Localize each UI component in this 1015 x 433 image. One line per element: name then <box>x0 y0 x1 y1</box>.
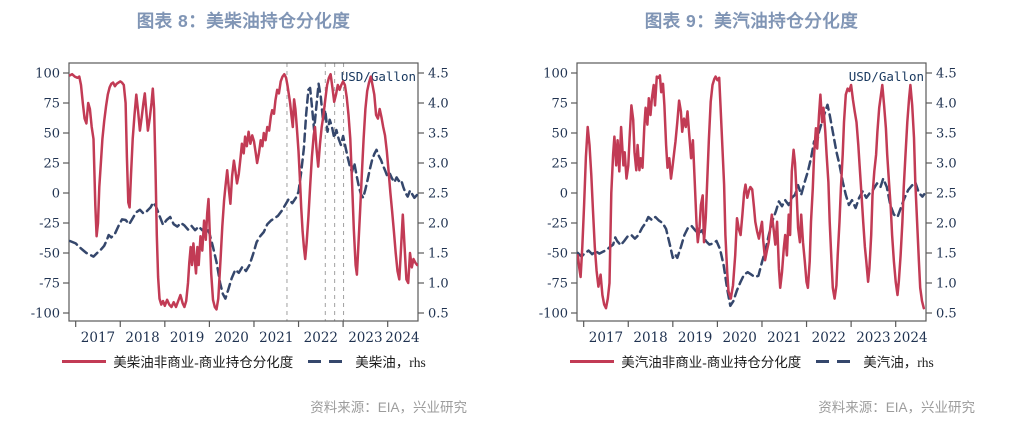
svg-text:2024: 2024 <box>385 330 419 346</box>
svg-text:1.0: 1.0 <box>428 277 449 292</box>
svg-text:2019: 2019 <box>678 330 712 346</box>
svg-text:0.5: 0.5 <box>428 307 449 322</box>
svg-text:2018: 2018 <box>633 330 667 346</box>
svg-text:-75: -75 <box>547 277 568 292</box>
chart-title-diesel: 图表 8：美柴油持仓分化度 <box>136 11 351 31</box>
svg-text:1.5: 1.5 <box>428 247 449 262</box>
svg-text:3.5: 3.5 <box>936 127 957 142</box>
svg-text:2020: 2020 <box>215 330 249 346</box>
svg-text:2024: 2024 <box>893 330 927 346</box>
svg-text:2.0: 2.0 <box>936 217 957 232</box>
svg-text:-100: -100 <box>31 307 60 322</box>
svg-text:2022: 2022 <box>812 330 846 346</box>
legend-diesel: 美柴油非商业-商业持仓分化度 美柴油，rhs <box>0 351 487 371</box>
svg-text:2017: 2017 <box>81 330 115 346</box>
svg-text:2017: 2017 <box>589 330 623 346</box>
svg-text:4.0: 4.0 <box>428 97 449 112</box>
svg-text:50: 50 <box>551 127 568 142</box>
right-axis-unit-label: USD/Gallon <box>341 69 416 84</box>
svg-text:4.5: 4.5 <box>428 67 449 82</box>
svg-text:75: 75 <box>551 97 568 112</box>
source-note-gasoline: 资料来源：EIA，兴业研究 <box>818 400 975 415</box>
series-line-left <box>69 72 418 311</box>
svg-text:50: 50 <box>43 127 60 142</box>
svg-text:25: 25 <box>43 157 60 172</box>
svg-text:3.0: 3.0 <box>936 157 957 172</box>
chart-panel-gasoline: 图表 9：美汽油持仓分化度 100 75 50 25 0 -25 -50 -75 -100 4.5… <box>508 0 1015 433</box>
svg-text:3.0: 3.0 <box>428 157 449 172</box>
svg-text:4.0: 4.0 <box>936 97 957 112</box>
svg-text:0.5: 0.5 <box>936 307 957 322</box>
diesel-chart-plot: 100 75 50 25 0 -25 -50 -75 -100 4.5 4.0 3.5 3.0 2.5 2.… <box>31 62 449 346</box>
svg-text:-25: -25 <box>39 217 60 232</box>
plot-frame <box>68 62 419 322</box>
legend-label-diesel-price: 美柴油，rhs <box>355 355 426 370</box>
x-axis-ticks: 2017 2018 2019 2020 2021 2022 2023 2024 <box>583 321 928 346</box>
svg-text:2023: 2023 <box>348 330 382 346</box>
legend-label-diesel-spread: 美柴油非商业-商业持仓分化度 <box>113 355 294 370</box>
svg-text:2.5: 2.5 <box>428 187 449 202</box>
right-axis-ticks: 4.5 4.0 3.5 3.0 2.5 2.0 1.5 1.0 0.5 <box>418 67 449 322</box>
chart-title-gasoline: 图表 9：美汽油持仓分化度 <box>644 11 859 31</box>
gasoline-spread-legend-line-icon <box>569 358 615 365</box>
svg-text:3.5: 3.5 <box>428 127 449 142</box>
svg-text:2021: 2021 <box>259 330 293 346</box>
x-axis-ticks: 2017 2018 2019 2020 2021 2022 2023 2024 <box>75 321 420 346</box>
svg-text:2019: 2019 <box>170 330 204 346</box>
svg-text:0: 0 <box>560 187 568 202</box>
svg-text:-25: -25 <box>547 217 568 232</box>
svg-text:2.5: 2.5 <box>936 187 957 202</box>
legend-label-gasoline-spread: 美汽油非商业-商业持仓分化度 <box>621 355 802 370</box>
svg-text:0: 0 <box>52 187 60 202</box>
gasoline-price-legend-dashed-line-icon <box>815 358 857 365</box>
right-axis-unit-label: USD/Gallon <box>849 69 924 84</box>
svg-text:2021: 2021 <box>767 330 801 346</box>
right-axis-ticks: 4.5 4.0 3.5 3.0 2.5 2.0 1.5 1.0 0.5 <box>926 67 957 322</box>
svg-text:2.0: 2.0 <box>428 217 449 232</box>
svg-text:25: 25 <box>551 157 568 172</box>
svg-text:2023: 2023 <box>856 330 890 346</box>
svg-text:2022: 2022 <box>304 330 338 346</box>
svg-text:100: 100 <box>35 67 60 82</box>
svg-text:4.5: 4.5 <box>936 67 957 82</box>
diesel-spread-legend-line-icon <box>61 358 107 365</box>
svg-text:75: 75 <box>43 97 60 112</box>
legend-gasoline: 美汽油非商业-商业持仓分化度 美汽油，rhs <box>508 351 995 371</box>
svg-text:1.0: 1.0 <box>936 277 957 292</box>
left-axis-ticks: 100 75 50 25 0 -25 -50 -75 -100 <box>31 67 69 322</box>
diesel-price-legend-dashed-line-icon <box>307 358 349 365</box>
series-line-right <box>69 82 418 300</box>
series-line-left <box>577 74 926 310</box>
svg-text:100: 100 <box>543 67 568 82</box>
svg-text:-50: -50 <box>547 247 568 262</box>
svg-text:-75: -75 <box>39 277 60 292</box>
svg-text:2018: 2018 <box>125 330 159 346</box>
plot-frame <box>576 62 927 322</box>
svg-text:1.5: 1.5 <box>936 247 957 262</box>
svg-text:-50: -50 <box>39 247 60 262</box>
series-line-right <box>577 103 926 308</box>
left-axis-ticks: 100 75 50 25 0 -25 -50 -75 -100 <box>539 67 577 322</box>
gasoline-chart-plot: 100 75 50 25 0 -25 -50 -75 -100 4.5 4.0 3.5 3.0 2.5 2.… <box>539 62 957 346</box>
svg-text:2020: 2020 <box>723 330 757 346</box>
legend-label-gasoline-price: 美汽油，rhs <box>863 355 934 370</box>
svg-text:-100: -100 <box>539 307 568 322</box>
chart-panel-diesel: 图表 8：美柴油持仓分化度 100 75 50 25 0 -25 -50 -75 -100 4.5… <box>0 0 507 433</box>
source-note-diesel: 资料来源：EIA，兴业研究 <box>310 400 467 415</box>
